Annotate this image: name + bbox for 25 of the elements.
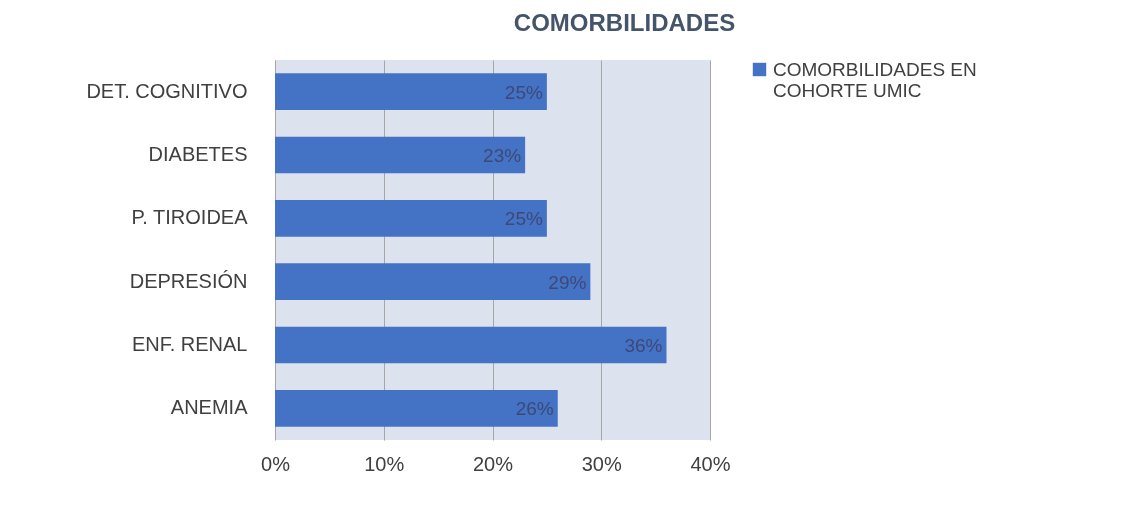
data-label: 25% — [504, 81, 543, 103]
data-label: 23% — [483, 145, 522, 166]
legend-label: COMORBILIDADES EN COHORTE UMIC — [773, 58, 977, 101]
y-tick-label: ENF. RENAL — [131, 333, 248, 355]
data-label: 26% — [515, 398, 554, 420]
bar — [275, 199, 547, 237]
chart-title: COMORBILIDADES — [513, 9, 736, 36]
data-label: 36% — [624, 335, 663, 356]
data-label: 29% — [548, 271, 587, 293]
x-tick-label: 10% — [364, 452, 405, 475]
x-tick-label: 20% — [472, 452, 514, 475]
bar — [275, 136, 526, 174]
bar — [275, 73, 547, 111]
y-tick-label: DEPRESIÓN — [129, 269, 248, 292]
data-label: 25% — [504, 208, 543, 230]
bar — [275, 263, 591, 301]
y-tick-label: DET. COGNITIVO — [86, 79, 248, 102]
x-tick-label: 30% — [581, 452, 622, 475]
x-tick-label: 40% — [690, 452, 731, 475]
bar — [275, 389, 558, 427]
y-tick-label: ANEMIA — [170, 396, 249, 419]
y-tick-label: P. TIROIDEA — [131, 206, 249, 229]
y-tick-label: DIABETES — [148, 143, 248, 165]
bar — [275, 326, 667, 364]
x-tick-label: 0% — [261, 452, 291, 475]
